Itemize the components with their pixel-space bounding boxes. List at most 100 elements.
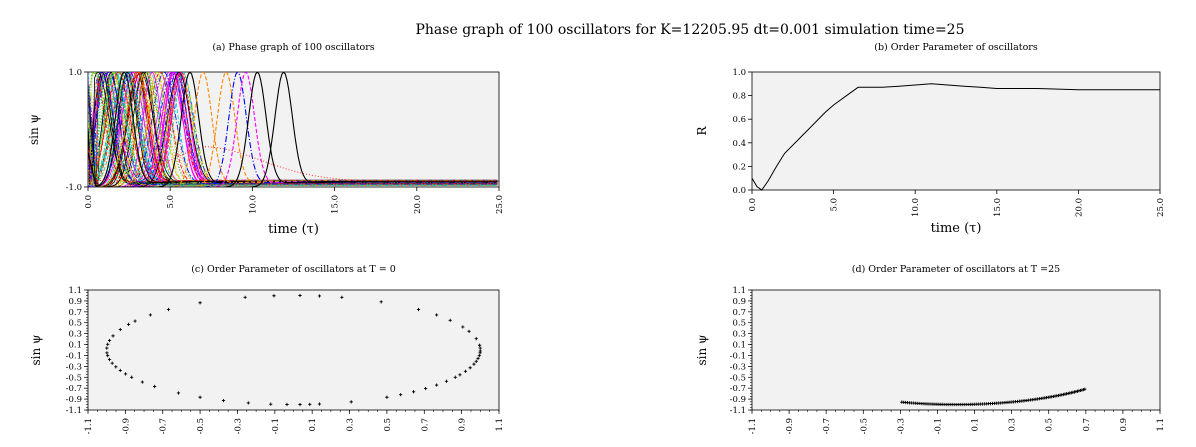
y-tick-label: 0.3	[732, 330, 746, 340]
y-tick-label: 0.7	[732, 308, 746, 318]
x-tick-label: 0.0	[748, 198, 758, 212]
oscillator-point	[453, 375, 457, 379]
oscillator-point	[472, 362, 476, 366]
oscillator-point	[448, 318, 452, 322]
oscillator-point	[476, 356, 480, 361]
oscillator-point	[317, 294, 322, 298]
x-tick-label: 25.0	[495, 195, 505, 214]
plot-area-c	[87, 289, 500, 411]
panel-title-c: (c) Order Parameter of oscillators at T …	[191, 264, 396, 275]
y-tick-label: 0.8	[732, 92, 746, 102]
oscillator-point	[298, 402, 302, 407]
oscillator-point	[166, 307, 171, 312]
oscillator-point	[308, 402, 312, 406]
oscillator-point	[317, 402, 322, 406]
y-tick-label: -0.5	[66, 373, 82, 383]
order-parameter-line	[751, 83, 1160, 191]
x-tick-label: 5.0	[166, 195, 176, 209]
oscillator-point	[411, 390, 416, 394]
y-tick-label: 0.9	[732, 297, 746, 307]
y-axis-label-a: sin ψ	[27, 114, 41, 145]
oscillator-point	[107, 338, 112, 343]
oscillator-point	[243, 295, 247, 299]
oscillator-series-line	[88, 72, 498, 187]
oscillator-point	[424, 386, 428, 391]
y-tick-label: 0.4	[732, 139, 746, 149]
oscillator-point	[106, 354, 110, 358]
oscillator-point	[269, 402, 273, 406]
panel-title-d: (d) Order Parameter of oscillators at T …	[852, 264, 1060, 275]
x-tick-label: 0.1	[308, 418, 318, 432]
x-tick-label: 0.5	[383, 418, 393, 432]
panel-c: (c) Order Parameter of oscillators at T …	[29, 264, 505, 434]
oscillator-point	[272, 294, 276, 298]
x-tick-label: 0.1	[971, 418, 981, 432]
oscillator-series-line	[88, 72, 498, 187]
oscillator-point	[478, 349, 482, 353]
oscillator-point	[444, 379, 449, 383]
oscillator-point	[110, 361, 114, 365]
y-axis-label-b: R	[695, 126, 709, 136]
series-group-a	[88, 72, 499, 187]
oscillator-point	[105, 351, 109, 355]
oscillator-point	[126, 322, 131, 326]
y-tick-label: 0.7	[68, 308, 82, 318]
oscillator-series-line	[88, 72, 498, 187]
y-tick-label: -0.3	[730, 362, 746, 372]
x-tick-label: -0.9	[121, 418, 131, 434]
panel-title-b: (b) Order Parameter of oscillators	[874, 42, 1038, 53]
x-tick-label: 1.1	[495, 418, 505, 432]
y-tick-label: -0.1	[730, 351, 746, 361]
plot-area-b	[751, 71, 1161, 191]
y-tick-label: 0.3	[68, 330, 82, 340]
oscillator-point	[123, 372, 128, 376]
x-tick-label: 20.0	[1074, 198, 1084, 217]
y-tick-label: -0.3	[66, 362, 82, 372]
x-tick-label: 20.0	[413, 195, 423, 214]
oscillator-point	[111, 334, 115, 338]
oscillator-point	[349, 400, 353, 404]
panel-b: (b) Order Parameter of oscillators 0.0 5.0…	[695, 42, 1166, 236]
oscillator-series-line	[88, 72, 498, 187]
oscillator-point	[130, 375, 134, 379]
oscillator-point	[474, 337, 478, 341]
y-tick-label: 0.5	[732, 319, 746, 329]
oscillator-point	[1083, 387, 1087, 391]
oscillator-point	[435, 313, 439, 317]
x-tick-label: 1.1	[1156, 418, 1166, 432]
figure-suptitle: Phase graph of 100 oscillators for K=122…	[415, 22, 964, 38]
oscillator-point	[477, 354, 481, 358]
oscillator-point	[474, 359, 478, 363]
y-tick-label: 1.1	[68, 286, 82, 296]
x-tick-label: -0.1	[933, 418, 943, 434]
oscillator-point	[461, 325, 465, 329]
y-axis-label-d: sin ψ	[695, 335, 709, 366]
y-tick-label: -1.1	[66, 406, 82, 416]
oscillator-point	[153, 384, 157, 389]
oscillator-point	[416, 307, 421, 312]
x-tick-label: 0.9	[458, 418, 468, 432]
oscillator-point	[285, 402, 289, 407]
y-tick-label: -0.9	[730, 395, 746, 405]
y-tick-label: -0.7	[66, 384, 82, 394]
x-tick-label: 0.5	[1045, 418, 1055, 432]
x-tick-label: 0.7	[420, 418, 430, 432]
oscillator-point	[467, 329, 471, 333]
x-tick-label: -0.9	[785, 418, 795, 434]
x-tick-label: -1.1	[748, 418, 758, 434]
x-axis-label-a: time (τ)	[268, 222, 319, 237]
y-tick-label: -1.1	[730, 406, 746, 416]
oscillator-point	[118, 368, 122, 373]
oscillator-point	[176, 391, 181, 395]
panel-title-a: (a) Phase graph of 100 oscillators	[212, 42, 374, 53]
oscillator-point	[105, 346, 109, 350]
panel-a: (a) Phase graph of 100 oscillators 0.0 5.0…	[27, 42, 505, 237]
oscillator-point	[148, 313, 152, 317]
oscillator-point	[140, 380, 144, 384]
y-tick-label: 0.9	[68, 297, 82, 307]
x-axis-label-b: time (τ)	[931, 221, 982, 236]
oscillator-point	[463, 369, 468, 373]
oscillator-point	[468, 366, 472, 370]
oscillator-point	[379, 300, 383, 304]
